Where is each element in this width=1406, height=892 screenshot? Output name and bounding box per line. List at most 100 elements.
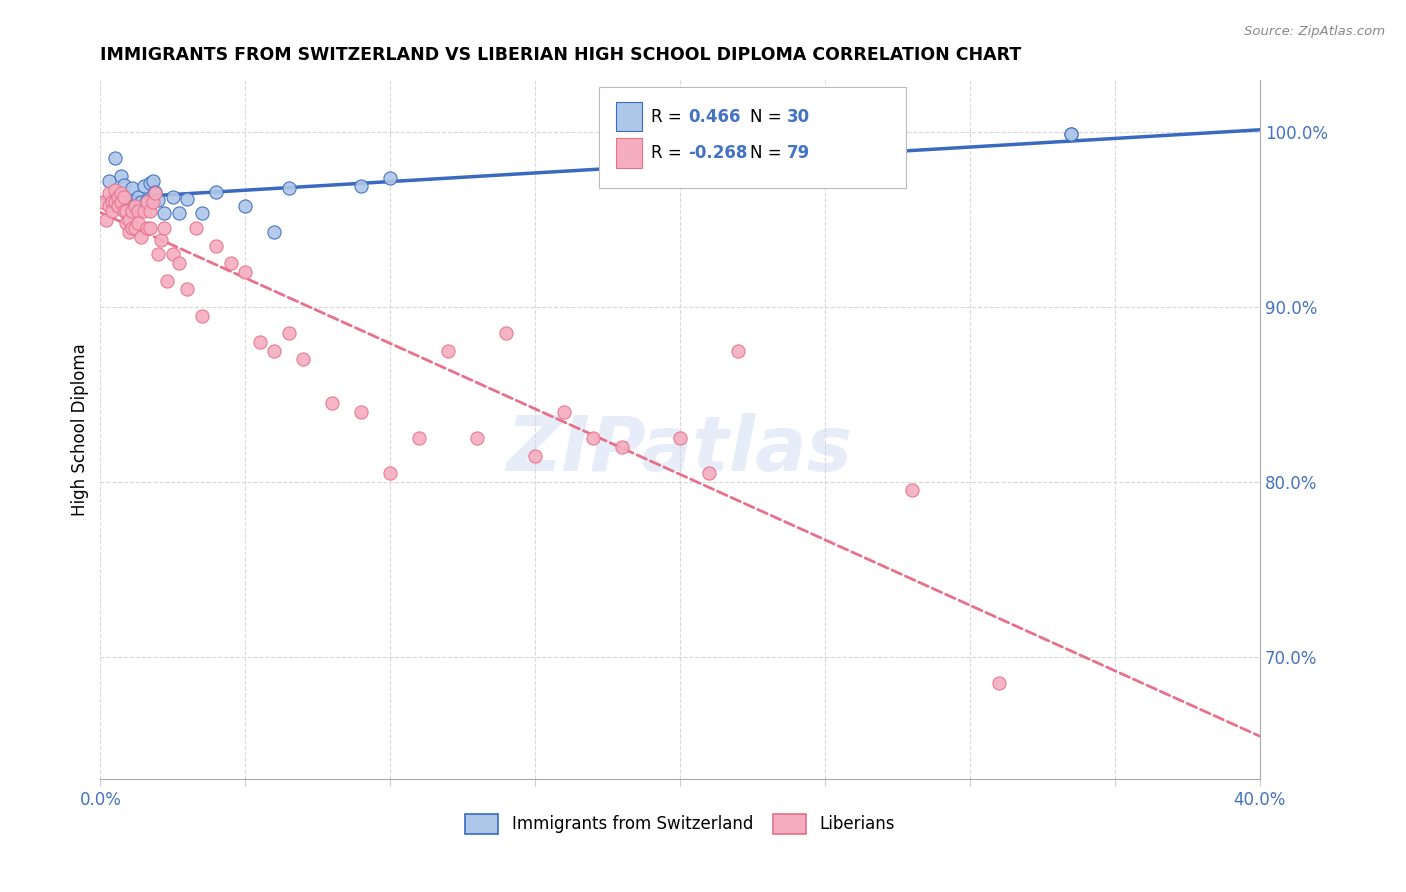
Point — [141, 174, 163, 188]
Point — [112, 190, 135, 204]
Point — [901, 483, 924, 498]
Point — [141, 194, 163, 209]
Point — [124, 198, 146, 212]
Point — [110, 186, 132, 201]
Point — [121, 181, 143, 195]
Point — [98, 198, 121, 212]
Point — [277, 181, 299, 195]
Point — [277, 326, 299, 340]
FancyBboxPatch shape — [616, 102, 643, 131]
Text: 30: 30 — [787, 108, 810, 126]
Legend: Immigrants from Switzerland, Liberians: Immigrants from Switzerland, Liberians — [465, 814, 896, 833]
Point — [263, 225, 285, 239]
Point — [205, 185, 228, 199]
Point — [1060, 127, 1083, 141]
Text: IMMIGRANTS FROM SWITZERLAND VS LIBERIAN HIGH SCHOOL DIPLOMA CORRELATION CHART: IMMIGRANTS FROM SWITZERLAND VS LIBERIAN … — [100, 46, 1022, 64]
Text: R =: R = — [651, 145, 688, 162]
Point — [148, 247, 170, 261]
Point — [191, 205, 214, 219]
Point — [124, 221, 146, 235]
Point — [697, 466, 720, 480]
Point — [437, 343, 460, 358]
Point — [104, 183, 127, 197]
Text: ZIPatlas: ZIPatlas — [508, 413, 853, 487]
Point — [110, 169, 132, 183]
Text: 0.466: 0.466 — [688, 108, 741, 126]
Point — [129, 194, 152, 209]
Point — [115, 216, 138, 230]
Point — [582, 431, 605, 445]
Point — [380, 466, 402, 480]
Point — [205, 238, 228, 252]
Point — [148, 194, 170, 208]
Point — [138, 221, 160, 235]
Text: N =: N = — [749, 145, 786, 162]
Point — [145, 186, 167, 201]
Point — [249, 334, 271, 349]
Point — [104, 152, 127, 166]
Point — [107, 198, 129, 212]
Point — [132, 203, 155, 218]
Point — [727, 343, 749, 358]
Point — [153, 205, 176, 219]
Point — [465, 431, 488, 445]
Point — [138, 176, 160, 190]
Point — [167, 256, 190, 270]
Point — [112, 203, 135, 218]
Text: N =: N = — [749, 108, 786, 126]
Point — [94, 212, 117, 227]
Point — [115, 203, 138, 218]
Point — [162, 190, 184, 204]
Point — [524, 449, 547, 463]
Point — [167, 205, 190, 219]
Point — [98, 174, 121, 188]
Text: -0.268: -0.268 — [688, 145, 748, 162]
Point — [121, 221, 143, 235]
Point — [184, 221, 207, 235]
Point — [107, 190, 129, 204]
Point — [350, 405, 373, 419]
Point — [380, 170, 402, 185]
Point — [156, 274, 179, 288]
Point — [127, 216, 149, 230]
Point — [176, 192, 198, 206]
FancyBboxPatch shape — [616, 138, 643, 168]
Point — [127, 203, 149, 218]
Point — [219, 256, 242, 270]
Point — [669, 431, 692, 445]
Point — [101, 203, 124, 218]
Text: 79: 79 — [787, 145, 810, 162]
Point — [350, 179, 373, 194]
Point — [145, 185, 167, 199]
Point — [104, 194, 127, 209]
Point — [408, 431, 430, 445]
Point — [785, 153, 807, 167]
Point — [153, 221, 176, 235]
Text: R =: R = — [651, 108, 688, 126]
Point — [135, 221, 157, 235]
Point — [91, 194, 114, 209]
Point — [191, 309, 214, 323]
Point — [138, 203, 160, 218]
Point — [553, 405, 575, 419]
Point — [127, 190, 149, 204]
Point — [233, 265, 256, 279]
Point — [132, 179, 155, 194]
Point — [124, 198, 146, 212]
Point — [118, 225, 141, 239]
Point — [1060, 127, 1083, 141]
Point — [321, 396, 343, 410]
Point — [495, 326, 517, 340]
Point — [988, 675, 1011, 690]
Point — [101, 194, 124, 209]
Point — [112, 178, 135, 192]
Point — [121, 203, 143, 218]
Point — [292, 352, 315, 367]
Point — [118, 212, 141, 227]
Point — [610, 440, 633, 454]
Text: Source: ZipAtlas.com: Source: ZipAtlas.com — [1244, 25, 1385, 38]
Point — [233, 198, 256, 212]
Point — [118, 200, 141, 214]
Y-axis label: High School Diploma: High School Diploma — [72, 343, 89, 516]
Point — [129, 230, 152, 244]
